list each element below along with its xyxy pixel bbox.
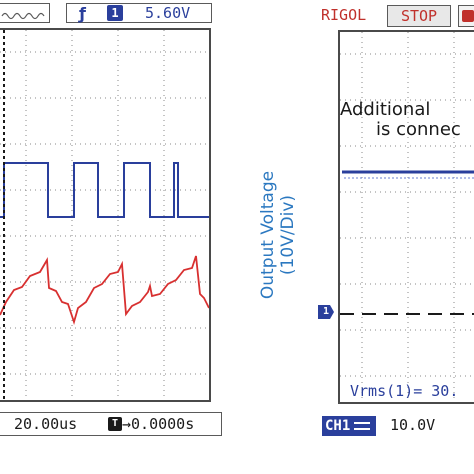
vrms-measurement: Vrms(1)= 30. [350, 382, 459, 400]
brand-logo: RIGOL [321, 6, 367, 24]
right-scope-bottom-bar: CH1 10.0V [320, 414, 474, 440]
ch1-square-wave-trace [0, 162, 209, 218]
timebase-value: 20.00us [14, 415, 78, 433]
waveform-indicator [0, 3, 50, 23]
right-scope-plot [340, 32, 474, 402]
right-grid [340, 32, 474, 402]
ch1-ground-marker-icon: 1 [318, 305, 334, 319]
left-scope-screen [0, 28, 211, 402]
channel-label: CH1 [325, 418, 351, 434]
annotation-line1: Additional [340, 99, 431, 120]
trigger-channel-badge: 1 [107, 5, 123, 21]
axis-label-line2: (10V/Div) [278, 194, 298, 276]
coupling-icon [354, 422, 370, 430]
ch2-sawtooth-trace [0, 255, 209, 326]
status-indicator-icon [458, 5, 474, 27]
volts-per-div-value: 10.0V [390, 416, 436, 434]
channel-badge: CH1 [322, 416, 376, 436]
trigger-offset-text: 0.0000s [131, 415, 195, 433]
annotation-line2: is connec [376, 119, 461, 140]
waveform-glyph-icon [1, 12, 45, 20]
trigger-offset-value: →0.0000s [122, 415, 195, 433]
left-scope-plot [0, 30, 209, 400]
right-scope-top-bar: RIGOL STOP [315, 0, 474, 30]
left-grid [0, 30, 209, 400]
run-status-badge: STOP [387, 5, 451, 27]
right-scope-screen [338, 30, 474, 404]
axis-label-line1: Output Voltage [258, 170, 278, 300]
trigger-level: 5.60V [145, 4, 191, 22]
left-scope-bottom-bar: 20.00us T →0.0000s [0, 412, 222, 438]
trigger-offset-icon: T [108, 417, 122, 431]
rising-edge-icon: ƒ [79, 4, 86, 23]
trigger-status-box: ƒ 1 5.60V [66, 3, 212, 23]
output-voltage-axis-label: Output Voltage (10V/Div) [248, 155, 308, 315]
left-scope-top-bar: ƒ 1 5.60V [0, 0, 222, 28]
timebase-box: 20.00us T →0.0000s [0, 412, 222, 436]
